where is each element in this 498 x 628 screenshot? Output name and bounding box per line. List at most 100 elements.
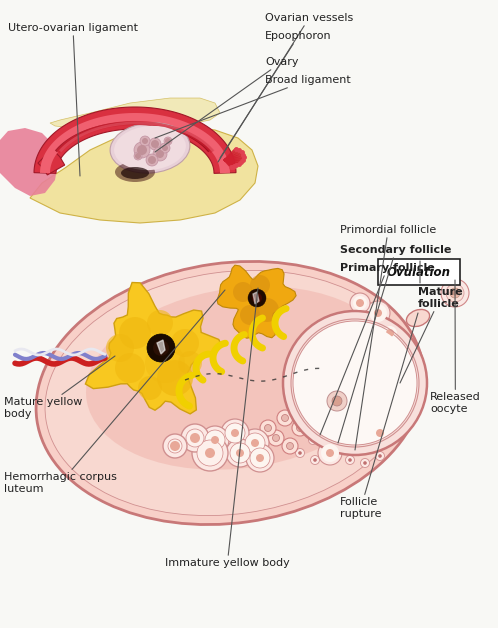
Text: Utero-ovarian ligament: Utero-ovarian ligament [8, 23, 138, 176]
Text: Ovarian vessels: Ovarian vessels [218, 13, 353, 162]
FancyBboxPatch shape [0, 228, 498, 628]
Circle shape [295, 448, 304, 458]
Circle shape [205, 430, 225, 450]
Circle shape [375, 452, 384, 460]
Circle shape [137, 145, 147, 155]
Circle shape [380, 323, 400, 343]
Circle shape [393, 351, 407, 365]
Circle shape [246, 444, 274, 472]
Circle shape [387, 370, 403, 386]
Text: Primordial follicle: Primordial follicle [340, 225, 436, 450]
Text: Epoophoron: Epoophoron [220, 31, 332, 158]
Circle shape [326, 431, 335, 440]
Circle shape [336, 416, 345, 425]
Circle shape [353, 296, 367, 310]
Circle shape [292, 420, 308, 436]
Circle shape [197, 440, 223, 466]
Circle shape [211, 436, 219, 444]
Circle shape [156, 150, 164, 158]
Circle shape [186, 429, 204, 447]
Circle shape [366, 301, 390, 325]
Polygon shape [38, 149, 65, 175]
Circle shape [353, 421, 357, 425]
Circle shape [250, 448, 270, 468]
Text: Primary follicle: Primary follicle [320, 263, 435, 435]
Circle shape [353, 411, 357, 415]
Circle shape [119, 317, 151, 349]
FancyBboxPatch shape [0, 0, 498, 233]
Circle shape [351, 418, 360, 428]
Circle shape [240, 305, 260, 325]
Circle shape [327, 391, 347, 411]
Circle shape [384, 402, 396, 414]
Circle shape [190, 433, 200, 443]
Circle shape [153, 147, 167, 161]
Circle shape [310, 325, 410, 425]
Circle shape [326, 449, 334, 457]
Circle shape [135, 153, 141, 159]
Circle shape [286, 443, 293, 450]
Circle shape [343, 444, 347, 448]
Ellipse shape [406, 310, 430, 327]
Circle shape [318, 441, 342, 465]
Circle shape [134, 152, 142, 160]
Polygon shape [217, 265, 296, 338]
Circle shape [383, 326, 397, 340]
Ellipse shape [114, 126, 186, 170]
Circle shape [328, 433, 332, 437]
Circle shape [115, 353, 145, 383]
Circle shape [192, 435, 228, 471]
Circle shape [162, 145, 168, 151]
Circle shape [148, 156, 156, 164]
Circle shape [348, 458, 352, 462]
Text: Mature yellow
body: Mature yellow body [4, 356, 115, 419]
Polygon shape [50, 98, 220, 130]
Circle shape [163, 434, 187, 458]
Text: Immature yellow body: Immature yellow body [165, 288, 290, 568]
Text: Ovary: Ovary [155, 57, 298, 152]
Circle shape [181, 424, 209, 452]
Circle shape [350, 293, 370, 313]
Circle shape [380, 433, 389, 443]
Polygon shape [40, 113, 230, 173]
Circle shape [205, 448, 215, 458]
Circle shape [283, 311, 427, 455]
Circle shape [157, 360, 193, 396]
Circle shape [170, 441, 180, 451]
Circle shape [310, 455, 320, 465]
Circle shape [356, 445, 365, 455]
Circle shape [450, 288, 460, 298]
Circle shape [386, 329, 394, 337]
Circle shape [251, 439, 259, 447]
Circle shape [225, 423, 245, 443]
Circle shape [168, 439, 182, 453]
Circle shape [106, 334, 134, 362]
Circle shape [250, 275, 270, 295]
Ellipse shape [121, 167, 149, 179]
Circle shape [164, 137, 172, 145]
Circle shape [396, 354, 404, 362]
Circle shape [356, 431, 365, 440]
Circle shape [140, 136, 150, 146]
Circle shape [321, 444, 339, 462]
Circle shape [340, 428, 344, 432]
Circle shape [146, 154, 158, 166]
Circle shape [268, 430, 284, 446]
Circle shape [277, 410, 293, 426]
Circle shape [371, 426, 379, 435]
Circle shape [446, 284, 464, 302]
Circle shape [178, 351, 202, 375]
Circle shape [256, 454, 264, 462]
Polygon shape [157, 340, 165, 354]
Circle shape [374, 309, 382, 317]
Ellipse shape [86, 286, 394, 470]
Circle shape [308, 435, 318, 445]
Circle shape [324, 448, 328, 452]
Circle shape [231, 429, 239, 437]
Ellipse shape [110, 123, 190, 173]
Circle shape [331, 452, 340, 460]
Circle shape [313, 458, 317, 462]
Circle shape [153, 340, 169, 356]
Circle shape [165, 138, 171, 144]
Circle shape [260, 420, 276, 436]
